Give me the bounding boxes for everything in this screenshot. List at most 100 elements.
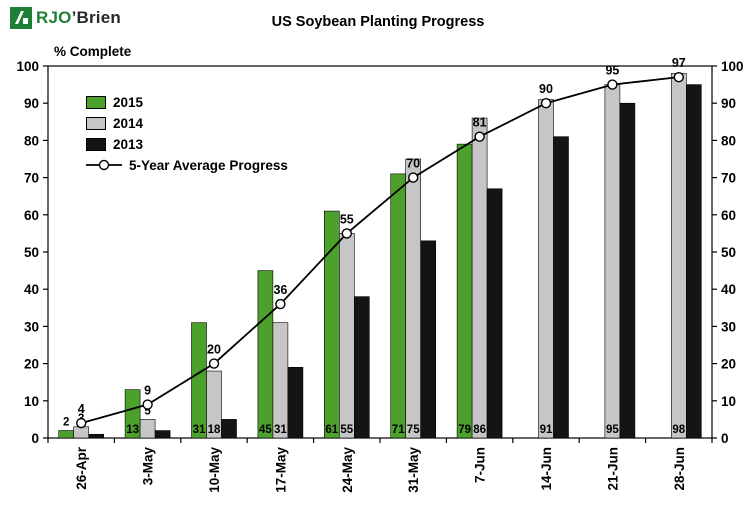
x-tick-label: 7-Jun — [473, 447, 488, 483]
line-value-label: 70 — [406, 157, 420, 171]
bar-value-label: 98 — [672, 424, 685, 436]
y-tick-label-left: 90 — [24, 96, 39, 111]
bar-2013-26-Apr — [88, 433, 104, 439]
y-axis-title: % Complete — [54, 44, 132, 59]
bar-2013-21-Jun — [619, 102, 636, 439]
y-tick-label-right: 100 — [721, 59, 744, 74]
x-tick-label: 31-May — [406, 447, 421, 493]
line-value-label: 97 — [672, 56, 686, 70]
bar-2015-10-May — [191, 322, 207, 439]
y-tick-label-right: 20 — [721, 357, 736, 372]
bar-2013-24-May — [353, 296, 370, 439]
bar-value-label: 13 — [126, 424, 139, 436]
bar-2013-31-May — [420, 240, 437, 439]
average-line-marker — [474, 131, 485, 142]
legend-line-marker — [86, 159, 122, 171]
legend-label: 2013 — [113, 136, 144, 152]
legend-swatch-2014 — [86, 116, 106, 130]
y-tick-label-left: 40 — [24, 282, 39, 297]
y-tick-label-right: 70 — [721, 171, 736, 186]
average-line-marker — [208, 358, 220, 369]
bar-value-label: 75 — [407, 424, 420, 436]
line-value-label: 81 — [473, 116, 487, 130]
y-tick-label-left: 100 — [16, 59, 39, 74]
bar-2014-28-Jun — [670, 73, 687, 439]
bar-value-label: 61 — [325, 424, 338, 436]
bar-value-label: 31 — [193, 424, 206, 436]
bar-value-label: 45 — [259, 424, 272, 436]
bar-2015-7-Jun — [456, 143, 473, 439]
line-value-label: 90 — [539, 82, 553, 96]
rjo-logo-icon — [10, 7, 32, 29]
bar-value-label: 2 — [63, 417, 69, 429]
average-line-marker — [607, 79, 618, 90]
y-tick-label-right: 40 — [721, 282, 736, 297]
bar-2014-26-Apr — [73, 426, 89, 439]
average-line-marker — [142, 399, 153, 410]
x-tick-label: 21-Jun — [605, 447, 620, 491]
legend-item-2013: 2013 — [86, 134, 288, 154]
bar-2015-26-Apr — [58, 430, 75, 439]
y-tick-label-right: 60 — [721, 208, 736, 223]
bar-value-label: 55 — [340, 424, 353, 436]
average-line-marker — [341, 228, 352, 239]
chart-title: US Soybean Planting Progress — [271, 14, 485, 30]
bar-2014-17-May — [272, 322, 289, 439]
average-line-marker — [540, 97, 552, 109]
logo-text: RJO’Brien — [36, 8, 121, 28]
y-tick-label-left: 30 — [24, 319, 39, 334]
bar-2014-14-Jun — [538, 99, 554, 439]
y-tick-label-right: 80 — [721, 133, 736, 148]
bar-value-label: 79 — [458, 424, 471, 436]
legend-label: 2014 — [113, 115, 144, 131]
bar-value-label: 91 — [540, 424, 553, 436]
bar-value-label: 31 — [274, 424, 287, 436]
x-tick-label: 26-Apr — [74, 446, 89, 490]
bar-2013-10-May — [221, 419, 237, 439]
legend-swatch-2015 — [86, 95, 106, 109]
legend-swatch-2013 — [86, 137, 106, 151]
y-tick-label-left: 10 — [24, 394, 39, 409]
legend-label: 5-Year Average Progress — [129, 157, 288, 173]
bar-2015-24-May — [323, 210, 340, 439]
logo-text-brien: ’Brien — [71, 8, 121, 27]
bar-value-label: 71 — [392, 424, 405, 436]
x-tick-label: 14-Jun — [539, 447, 554, 491]
bar-2014-31-May — [405, 158, 422, 439]
line-value-label: 95 — [605, 64, 619, 78]
bar-2014-7-Jun — [471, 117, 488, 439]
bar-2014-21-Jun — [604, 84, 621, 439]
average-line-marker — [275, 298, 286, 310]
bar-2013-17-May — [287, 367, 304, 439]
x-tick-label: 24-May — [340, 447, 355, 493]
legend-item-2015: 2015 — [86, 92, 288, 112]
bar-2014-24-May — [338, 233, 355, 439]
x-tick-label: 17-May — [273, 447, 288, 493]
legend-label: 2015 — [113, 94, 144, 110]
rjo-obrien-logo: RJO’Brien — [10, 7, 121, 29]
bar-2013-3-May — [154, 430, 171, 439]
bar-2013-14-Jun — [553, 136, 569, 439]
bar-2015-31-May — [390, 173, 407, 439]
x-tick-label: 3-May — [141, 447, 156, 486]
bar-value-label: 18 — [208, 424, 221, 436]
average-line-marker — [408, 172, 419, 183]
line-value-label: 55 — [340, 212, 354, 226]
bar-2014-3-May — [139, 419, 156, 439]
y-tick-label-right: 90 — [721, 96, 736, 111]
y-tick-label-right: 10 — [721, 394, 736, 409]
line-value-label: 36 — [273, 283, 287, 297]
y-tick-label-right: 0 — [721, 431, 729, 446]
legend: 2015 2014 2013 5-Year Average Progress — [86, 92, 288, 175]
logo-text-rjo: RJO — [36, 8, 72, 27]
line-value-label: 4 — [78, 402, 85, 416]
bar-2013-28-Jun — [685, 84, 702, 439]
average-line — [80, 76, 679, 424]
bar-2015-3-May — [124, 389, 141, 439]
y-tick-label-left: 70 — [24, 171, 39, 186]
y-tick-label-right: 50 — [721, 245, 736, 260]
y-tick-label-left: 20 — [24, 357, 39, 372]
average-line-marker — [75, 417, 87, 429]
